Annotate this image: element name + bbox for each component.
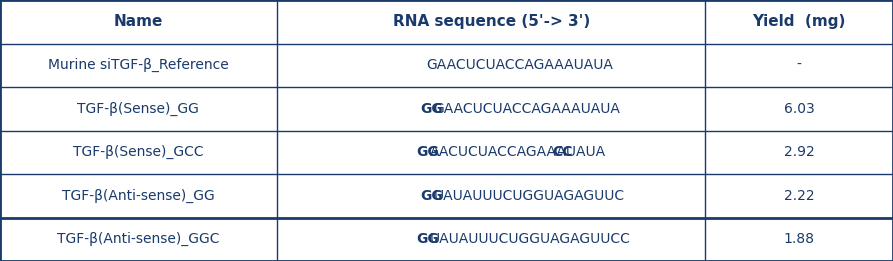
Text: GG: GG xyxy=(416,145,439,159)
Text: TGF-β(Anti-sense)_GGC: TGF-β(Anti-sense)_GGC xyxy=(57,232,220,246)
Text: CC: CC xyxy=(552,145,572,159)
Text: UAUAUUUCUGGUAGAGUUCC: UAUAUUUCUGGUAGAGUUCC xyxy=(430,232,631,246)
Text: GG: GG xyxy=(416,232,439,246)
Text: GG: GG xyxy=(420,102,443,116)
Text: GG: GG xyxy=(420,189,443,203)
Text: 2.92: 2.92 xyxy=(784,145,814,159)
Text: -: - xyxy=(797,58,802,72)
Text: AACUCUACCAGAAAUAUA: AACUCUACCAGAAAUAUA xyxy=(430,145,606,159)
Text: TGF-β(Anti-sense)_GG: TGF-β(Anti-sense)_GG xyxy=(62,189,215,203)
Text: 2.22: 2.22 xyxy=(784,189,814,203)
Text: UAUAUUUCUGGUAGAGUUC: UAUAUUUCUGGUAGAGUUC xyxy=(433,189,624,203)
Text: TGF-β(Sense)_GG: TGF-β(Sense)_GG xyxy=(78,102,199,116)
Text: Yield  (mg): Yield (mg) xyxy=(753,14,846,29)
Text: TGF-β(Sense)_GCC: TGF-β(Sense)_GCC xyxy=(73,145,204,159)
Text: GAACUCUACCAGAAAUAUA: GAACUCUACCAGAAAUAUA xyxy=(427,58,613,72)
Text: Murine siTGF-β_Reference: Murine siTGF-β_Reference xyxy=(48,58,229,72)
Text: Name: Name xyxy=(113,14,163,29)
Text: RNA sequence (5'-> 3'): RNA sequence (5'-> 3') xyxy=(393,14,589,29)
Text: 1.88: 1.88 xyxy=(784,232,814,246)
Text: GAACUCUACCAGAAAUAUA: GAACUCUACCAGAAAUAUA xyxy=(433,102,621,116)
Text: 6.03: 6.03 xyxy=(784,102,814,116)
